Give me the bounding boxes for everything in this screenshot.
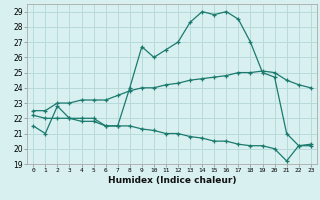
- X-axis label: Humidex (Indice chaleur): Humidex (Indice chaleur): [108, 176, 236, 185]
